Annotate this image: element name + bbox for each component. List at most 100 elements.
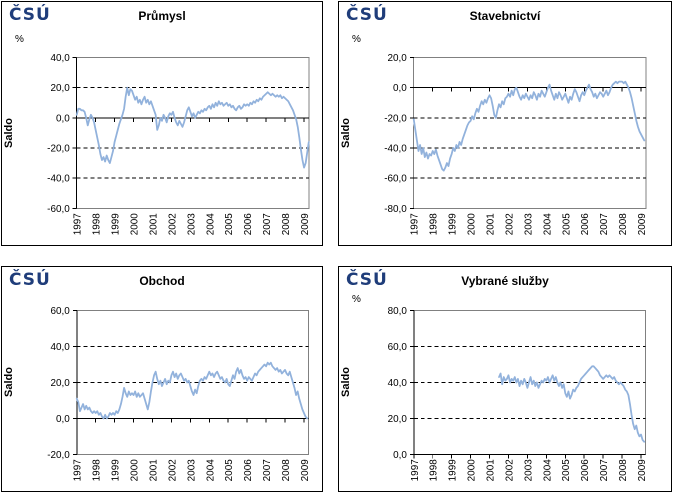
csu-logo: ČSÚ [346, 270, 388, 290]
x-tick-label: 1998 [92, 213, 103, 236]
x-tick-label-group: 2009 [300, 459, 311, 482]
x-tick-label-group: 2005 [224, 459, 235, 482]
x-tick-label: 2008 [618, 459, 629, 482]
x-tick-label-group: 2004 [205, 213, 216, 236]
x-tick-label: 2001 [486, 459, 497, 482]
x-tick-label: 2009 [300, 459, 311, 482]
x-tick-label: 2003 [523, 459, 534, 482]
unit-label: % [352, 294, 361, 305]
x-tick-label-group: 1999 [111, 213, 122, 236]
unit-label: % [15, 34, 24, 45]
y-tick-label: 40,0 [50, 53, 70, 64]
x-tick-label-group: 2000 [467, 213, 478, 236]
y-axis-title: Saldo [340, 367, 352, 397]
x-tick-label: 2005 [561, 213, 572, 236]
y-tick-label: 20,0 [50, 83, 70, 94]
x-tick-label: 2001 [148, 459, 159, 482]
y-tick-label: 80,0 [388, 306, 408, 317]
y-tick-label: -40,0 [47, 174, 70, 185]
chart-title: Stavebnictví [469, 9, 541, 23]
y-tick-label: 0,0 [393, 83, 407, 94]
x-tick-label: 2006 [243, 459, 254, 482]
x-tick-label: 2000 [467, 459, 478, 482]
y-tick-label: -80,0 [384, 204, 407, 215]
x-tick-label-group: 2002 [167, 459, 178, 482]
y-tick-label: 0,0 [56, 414, 70, 425]
saldo-line [75, 86, 310, 169]
x-tick-label-group: 1997 [73, 213, 84, 236]
chart-title: Obchod [139, 274, 185, 288]
saldo-line [498, 365, 646, 443]
x-tick-label: 1998 [92, 459, 103, 482]
saldo-line [75, 361, 309, 420]
x-tick-label: 1997 [73, 213, 84, 236]
x-tick-label: 2008 [281, 213, 292, 236]
x-tick-label: 1998 [429, 459, 440, 482]
x-tick-label-group: 2002 [504, 459, 515, 482]
y-axis-title: Saldo [3, 367, 15, 397]
x-tick-label-group: 2002 [167, 213, 178, 236]
x-tick-label: 2002 [167, 459, 178, 482]
x-tick-label-group: 2001 [486, 213, 497, 236]
y-tick-label: -60,0 [384, 174, 407, 185]
x-tick-label-group: 2009 [637, 459, 648, 482]
x-tick-label-group: 1999 [111, 459, 122, 482]
x-tick-label: 2007 [599, 213, 610, 236]
x-tick-label: 2008 [618, 213, 629, 236]
x-tick-label: 2004 [542, 459, 553, 482]
x-tick-label: 2002 [504, 459, 515, 482]
y-axis-title: Saldo [340, 118, 352, 148]
y-tick-label: -20,0 [384, 113, 407, 124]
x-tick-label: 1999 [448, 213, 459, 236]
chart-panel-stavebnictvi: 20,0 0,0 -20,0 -40,0 -60,0 -80,0 1997 1998 1999 2… [338, 1, 672, 246]
x-tick-label: 2005 [561, 459, 572, 482]
x-tick-label-group: 2004 [542, 213, 553, 236]
x-tick-label-group: 1997 [410, 459, 421, 482]
x-tick-label: 2004 [205, 213, 216, 236]
x-tick-label-group: 2005 [561, 459, 572, 482]
y-tick-label: 20,0 [388, 414, 408, 425]
x-tick-label-group: 1998 [92, 459, 103, 482]
x-tick-label: 1999 [111, 459, 122, 482]
x-tick-label: 2000 [130, 213, 141, 236]
x-tick-label-group: 1997 [73, 459, 84, 482]
x-tick-label: 2007 [262, 459, 273, 482]
plot-border [76, 57, 310, 209]
chart-panel-prumysl: 40,0 20,0 0,0 -20,0 -40,0 -60,0 1997 1998 1999 20… [1, 1, 323, 246]
unit-label: % [352, 34, 361, 45]
x-tick-label: 2001 [486, 213, 497, 236]
chart-title: Vybrané služby [461, 274, 549, 288]
x-tick-label-group: 1999 [448, 459, 459, 482]
x-tick-label: 2003 [523, 213, 534, 236]
x-tick-label-group: 2009 [637, 213, 648, 236]
x-tick-label-group: 2000 [130, 213, 141, 236]
y-tick-label: -20,0 [47, 143, 70, 154]
x-tick-label: 1997 [410, 459, 421, 482]
x-tick-label-group: 2007 [599, 459, 610, 482]
x-tick-label: 1999 [448, 459, 459, 482]
x-tick-label-group: 2002 [504, 213, 515, 236]
x-tick-label-group: 2007 [599, 213, 610, 236]
y-tick-label: 60,0 [388, 342, 408, 353]
x-tick-label-group: 2006 [580, 459, 591, 482]
x-tick-label-group: 1999 [448, 213, 459, 236]
x-tick-label: 2009 [637, 213, 648, 236]
y-tick-label: 20,0 [388, 53, 408, 64]
x-tick-label-group: 2008 [281, 459, 292, 482]
x-tick-label-group: 2005 [224, 213, 235, 236]
x-tick-label: 2005 [224, 459, 235, 482]
csu-logo: ČSÚ [9, 5, 51, 25]
x-tick-label: 1997 [410, 213, 421, 236]
chart-panel-vybrane-sluzby: 80,0 60,0 40,0 20,0 0,0 1997 1998 1999 2000 2001 2… [338, 266, 672, 492]
x-tick-label: 2002 [167, 213, 178, 236]
x-tick-label: 1997 [73, 459, 84, 482]
x-tick-label: 2001 [148, 213, 159, 236]
x-tick-label-group: 2004 [205, 459, 216, 482]
x-tick-label-group: 2006 [243, 213, 254, 236]
x-tick-label: 2007 [262, 213, 273, 236]
x-tick-label: 1999 [111, 213, 122, 236]
x-tick-label-group: 1998 [429, 459, 440, 482]
